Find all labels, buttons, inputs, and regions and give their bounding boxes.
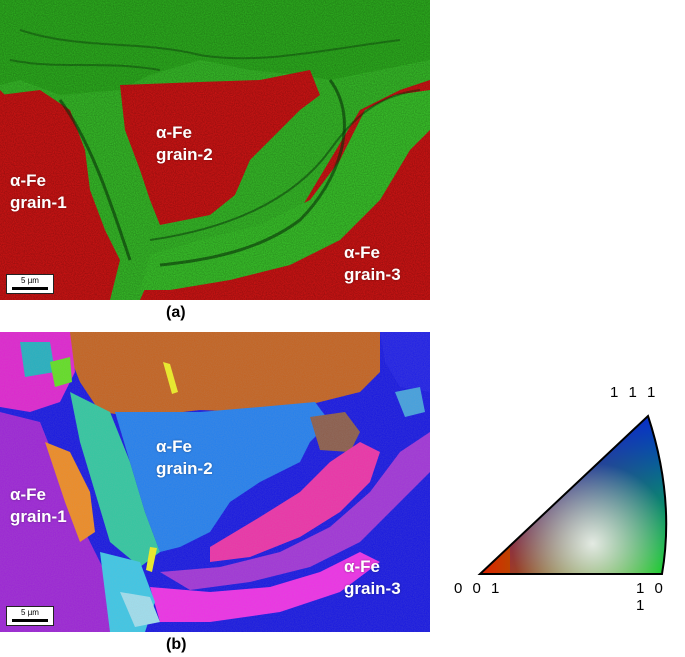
- ipf-label-101: 1 0 1: [636, 580, 666, 614]
- ipf-label-001: 0 0 1: [454, 580, 503, 597]
- grain-3-label-line2: grain-3: [344, 265, 401, 284]
- grain-2-label-line2: grain-2: [156, 145, 213, 164]
- scalebar-line: [12, 287, 48, 290]
- grain-2-label: α-Fe grain-2: [156, 122, 213, 166]
- grain-1-label-line1: α-Fe: [10, 485, 46, 504]
- grain-3-label-line2: grain-3: [344, 579, 401, 598]
- scalebar-label: 5 µm: [21, 276, 39, 285]
- grain-3-label-line1: α-Fe: [344, 243, 380, 262]
- scalebar: 5 µm: [6, 274, 54, 294]
- grain-3-label-line1: α-Fe: [344, 557, 380, 576]
- grain-3-label: α-Fe grain-3: [344, 242, 401, 286]
- phase-map-image: [0, 0, 430, 300]
- grain-2-label-line1: α-Fe: [156, 123, 192, 142]
- scalebar: 5 µm: [6, 606, 54, 626]
- ipf-map-image: [0, 332, 430, 632]
- grain-3-label: α-Fe grain-3: [344, 556, 401, 600]
- scalebar-label: 5 µm: [21, 608, 39, 617]
- panel-b-caption: (b): [166, 636, 187, 653]
- phase-map-panel: α-Fe grain-1 α-Fe grain-2 α-Fe grain-3 5…: [0, 0, 430, 300]
- panel-a-caption: (a): [166, 304, 186, 321]
- ipf-map-panel: α-Fe grain-1 α-Fe grain-2 α-Fe grain-3 5…: [0, 332, 430, 632]
- ipf-triangle: [477, 414, 668, 575]
- grain-1-label-line2: grain-1: [10, 507, 67, 526]
- ipf-color-key: 1 1 1 0 0 1 1 0 1: [450, 378, 680, 614]
- grain-2-label: α-Fe grain-2: [156, 436, 213, 480]
- ipf-label-111: 1 1 1: [610, 384, 659, 401]
- grain-2-label-line1: α-Fe: [156, 437, 192, 456]
- grain-1-label: α-Fe grain-1: [10, 484, 67, 528]
- grain-1-label-line2: grain-1: [10, 193, 67, 212]
- scalebar-line: [12, 619, 48, 622]
- grain-2-label-line2: grain-2: [156, 459, 213, 478]
- grain-1-label: α-Fe grain-1: [10, 170, 67, 214]
- grain-1-label-line1: α-Fe: [10, 171, 46, 190]
